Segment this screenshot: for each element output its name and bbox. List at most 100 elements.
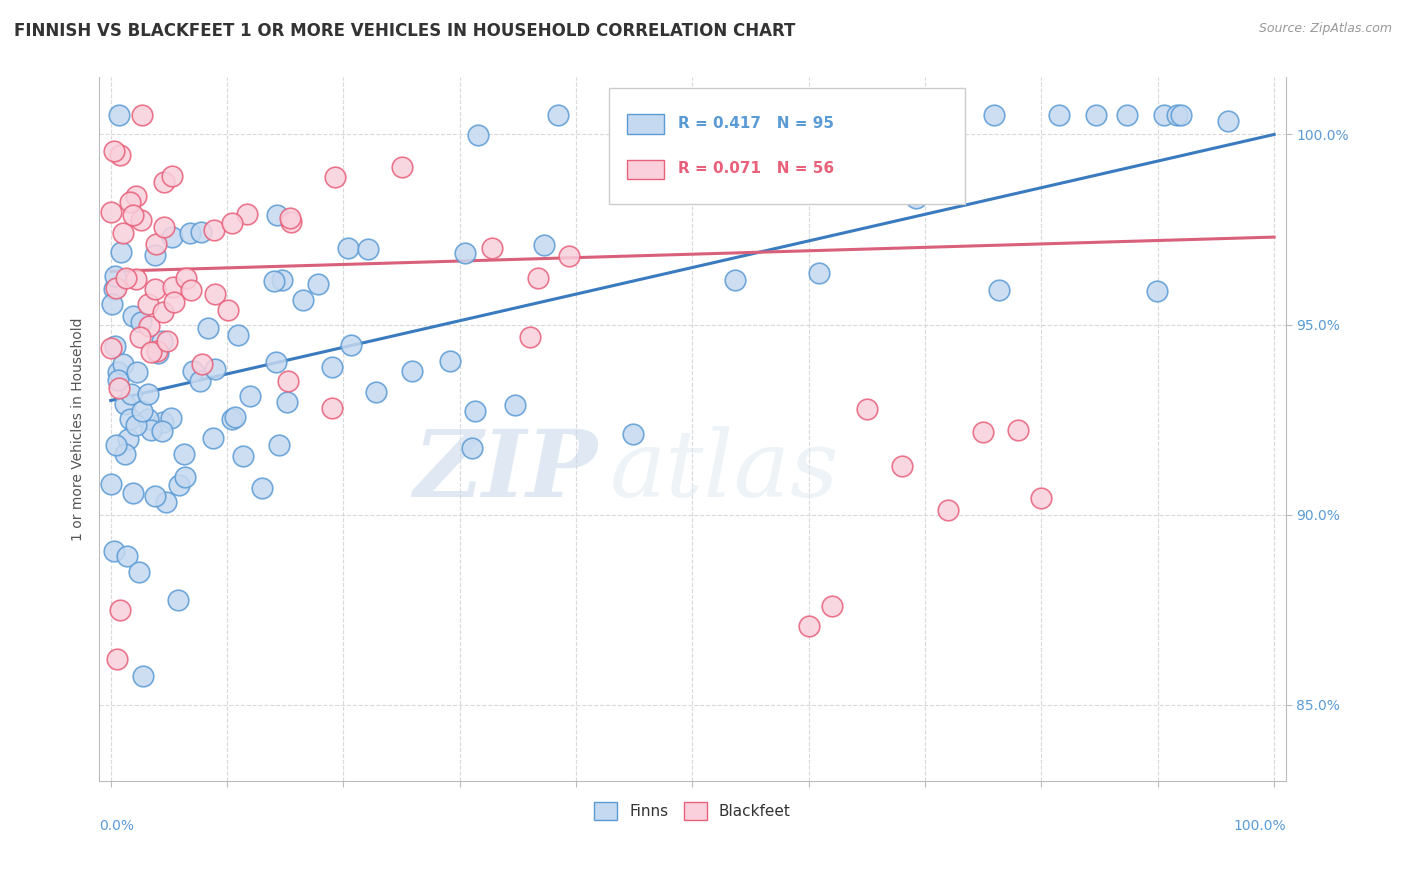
Point <box>120 411 142 425</box>
FancyBboxPatch shape <box>627 160 664 179</box>
Point <box>100 205 122 219</box>
Point <box>904 191 927 205</box>
Point <box>1146 284 1168 298</box>
Point <box>117 432 139 446</box>
Point <box>797 619 820 633</box>
Point <box>464 404 486 418</box>
Point <box>1166 108 1188 122</box>
Point <box>136 387 159 401</box>
Point <box>519 329 541 343</box>
Point <box>143 282 166 296</box>
Point <box>118 194 141 209</box>
Point <box>128 566 150 580</box>
Point <box>163 295 186 310</box>
Point <box>131 108 153 122</box>
Point <box>122 486 145 500</box>
Point <box>988 283 1011 297</box>
Point <box>124 189 146 203</box>
Point <box>276 394 298 409</box>
Point <box>357 242 380 256</box>
Point <box>526 270 548 285</box>
Point <box>100 341 122 355</box>
Point <box>364 385 387 400</box>
Text: 0.0%: 0.0% <box>100 819 134 833</box>
Y-axis label: 1 or more Vehicles in Household: 1 or more Vehicles in Household <box>72 318 86 541</box>
Point <box>533 238 555 252</box>
Point <box>623 427 645 442</box>
Point <box>156 334 179 348</box>
Point <box>160 169 183 183</box>
Point <box>143 489 166 503</box>
Point <box>167 478 190 492</box>
Point <box>152 415 174 429</box>
Point <box>938 502 960 516</box>
Point <box>125 418 148 433</box>
Point <box>103 543 125 558</box>
Point <box>217 302 239 317</box>
Point <box>104 438 127 452</box>
Point <box>221 216 243 230</box>
FancyBboxPatch shape <box>627 114 664 134</box>
Point <box>983 108 1005 122</box>
Point <box>128 330 150 344</box>
Point <box>153 220 176 235</box>
Point <box>278 211 301 225</box>
Point <box>103 282 125 296</box>
Text: R = 0.417   N = 95: R = 0.417 N = 95 <box>678 116 834 130</box>
Point <box>160 230 183 244</box>
Point <box>179 226 201 240</box>
Point <box>190 225 212 239</box>
Point <box>481 241 503 255</box>
Point <box>191 357 214 371</box>
Point <box>277 374 299 388</box>
Point <box>129 315 152 329</box>
Point <box>153 175 176 189</box>
Point <box>263 274 285 288</box>
Point <box>132 668 155 682</box>
Point <box>174 271 197 285</box>
Point <box>115 549 138 563</box>
Point <box>107 365 129 379</box>
Point <box>173 447 195 461</box>
Point <box>291 293 314 307</box>
Point <box>110 245 132 260</box>
Point <box>250 481 273 495</box>
Point <box>105 281 128 295</box>
Point <box>439 354 461 368</box>
Text: FINNISH VS BLACKFEET 1 OR MORE VEHICLES IN HOUSEHOLD CORRELATION CHART: FINNISH VS BLACKFEET 1 OR MORE VEHICLES … <box>14 22 796 40</box>
Point <box>103 144 125 158</box>
Point <box>267 437 290 451</box>
Point <box>856 401 879 416</box>
Point <box>146 346 169 360</box>
Point <box>136 412 159 426</box>
Point <box>808 266 831 280</box>
Point <box>321 360 343 375</box>
Point <box>108 108 131 122</box>
Point <box>1153 108 1175 122</box>
Point <box>558 249 581 263</box>
Point <box>183 364 205 378</box>
Point <box>104 269 127 284</box>
Point <box>503 399 526 413</box>
Text: R = 0.071   N = 56: R = 0.071 N = 56 <box>678 161 834 177</box>
Point <box>138 318 160 333</box>
Point <box>204 287 226 301</box>
Point <box>111 357 134 371</box>
Point <box>724 272 747 286</box>
Point <box>152 304 174 318</box>
Point <box>145 237 167 252</box>
Point <box>280 215 302 229</box>
Point <box>143 248 166 262</box>
Point <box>150 334 173 348</box>
Point <box>264 355 287 369</box>
Point <box>239 389 262 403</box>
Point <box>467 128 489 142</box>
Point <box>337 241 360 255</box>
Point <box>1115 108 1137 122</box>
Point <box>454 246 477 260</box>
Point <box>631 127 654 141</box>
Point <box>167 593 190 607</box>
Point <box>307 277 329 291</box>
Point <box>107 381 129 395</box>
Point <box>202 431 225 445</box>
